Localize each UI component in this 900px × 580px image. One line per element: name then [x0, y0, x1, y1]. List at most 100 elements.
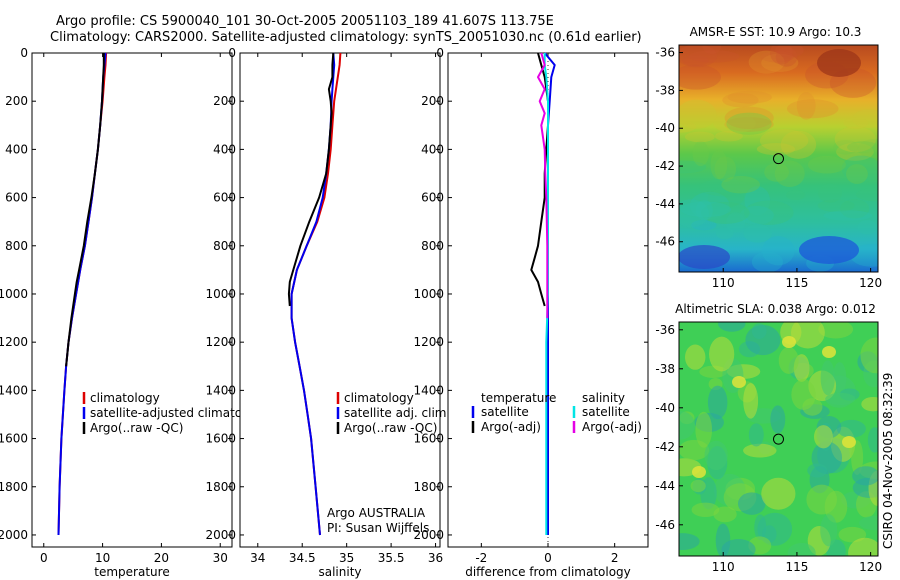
sst-patch [679, 120, 697, 133]
y-tick-label: 2000 [0, 528, 28, 542]
sst-patch [724, 106, 774, 130]
x-tick-label: 0 [40, 551, 48, 565]
sla-patch [707, 385, 728, 420]
sst-patch [833, 139, 859, 155]
sst-patch [744, 186, 771, 216]
timestamp-label: CSIRO 04-Nov-2005 08:32:39 [881, 372, 895, 549]
map-y-tick-label: -42 [655, 440, 675, 454]
map-x-tick-label: 115 [785, 276, 808, 290]
sst-patch [857, 138, 878, 159]
y-tick-label: 400 [5, 142, 28, 156]
temperature-profile-xlabel: temperature [94, 565, 169, 579]
legend-title-salinity: salinity [582, 391, 625, 405]
sla-patch [770, 405, 786, 434]
map-y-tick-label: -46 [655, 518, 675, 532]
legend-label: Argo(-adj) [481, 420, 541, 434]
sst-patch [744, 200, 794, 225]
sst-patch [847, 141, 878, 153]
sst-patch [684, 131, 715, 143]
sst-patch [679, 64, 721, 90]
credit-program: Argo AUSTRALIA [327, 506, 426, 520]
map-x-tick-label: 120 [859, 276, 882, 290]
sla-high-core [842, 436, 856, 448]
x-tick-label: 35 [339, 551, 354, 565]
sla-patch [761, 477, 796, 510]
sla-patch [838, 526, 867, 543]
sst-patch [699, 178, 750, 197]
sst-patch [762, 236, 795, 266]
sla-patch [825, 392, 856, 406]
argo-position-marker [773, 433, 784, 445]
map-x-tick-label: 110 [712, 276, 735, 290]
map-x-tick-label: 110 [712, 560, 735, 574]
sst-patch [817, 199, 855, 212]
sla-high-core [692, 466, 706, 478]
x-tick-label: 2 [611, 551, 619, 565]
sla-patch [718, 322, 746, 332]
y-tick-label: 600 [213, 191, 236, 205]
sst-patch [700, 201, 750, 224]
map-y-tick-label: -42 [655, 159, 675, 173]
x-tick-label: 36 [428, 551, 443, 565]
sla-patch [778, 347, 799, 374]
sst-patch [845, 164, 868, 184]
sla-patch [820, 514, 838, 547]
sst-patch [775, 47, 798, 67]
legend-label: climatology [90, 391, 160, 405]
figure-title-line-2: Climatology: CARS2000. Satellite-adjuste… [50, 30, 642, 45]
sla-map-title: Altimetric SLA: 0.038 Argo: 0.012 [675, 302, 876, 316]
sla-patch [820, 360, 835, 396]
temperature-profile-axes-frame [31, 52, 233, 548]
sst-patch [780, 130, 817, 159]
sla-patch [791, 379, 816, 410]
sla-patch [713, 506, 737, 523]
sst-patch [688, 50, 740, 63]
map-y-tick-label: -46 [655, 235, 675, 249]
x-tick-label: 10 [95, 551, 110, 565]
sla-high-core [782, 336, 796, 348]
sla-patch [867, 427, 878, 453]
figure-title-line-1: Argo profile: CS 5900040_101 30-Oct-2005… [56, 14, 554, 29]
sst-patch [796, 92, 816, 120]
sla-patch [679, 411, 696, 440]
y-tick-label: 1000 [413, 287, 444, 301]
x-tick-label: 34.5 [289, 551, 316, 565]
sst-patch [774, 160, 805, 188]
y-tick-label: 600 [421, 191, 444, 205]
sla-patch [691, 502, 720, 518]
map-y-tick-label: -38 [655, 83, 675, 97]
series-line-temperature-argo-adj- [530, 52, 549, 307]
x-tick-label: 20 [154, 551, 169, 565]
sst-patch [761, 53, 799, 72]
sla-patch [684, 344, 706, 370]
sst-patch [726, 112, 772, 135]
map-y-tick-label: -38 [655, 362, 675, 376]
argo-position-marker [773, 153, 784, 165]
sst-patch [691, 219, 717, 231]
map-panels: AMSR-E SST: 10.9 Argo: 10.3 -36 -38 -40 -42 -… [655, 25, 882, 574]
sst-patch [764, 162, 789, 182]
y-tick-label: 1600 [0, 432, 28, 446]
y-tick-label: 400 [213, 142, 236, 156]
y-tick-label: 1200 [413, 335, 444, 349]
sla-patch [690, 479, 706, 493]
y-tick-label: 600 [5, 191, 28, 205]
series-line-satellite-adj-clim- [290, 52, 336, 536]
sla-patch [861, 396, 878, 412]
sla-patch [737, 492, 766, 515]
sst-patch [807, 155, 846, 174]
difference-profile-panel: 0 200 400 600 800 1000 1200 1400 1600 1800 2000 -2 0… [413, 46, 649, 579]
sst-cold-core [799, 236, 859, 264]
y-tick-label: 1200 [205, 335, 236, 349]
sla-patch [679, 533, 700, 550]
sst-map-panel: AMSR-E SST: 10.9 Argo: 10.3 -36 -38 -40 -42 -… [655, 25, 882, 290]
sst-patch [786, 99, 839, 119]
y-tick-label: 1400 [205, 383, 236, 397]
sst-patch [855, 187, 878, 202]
y-tick-label: 800 [421, 239, 444, 253]
y-tick-label: 1200 [0, 335, 28, 349]
sst-patch [823, 210, 873, 221]
sst-patch [857, 220, 877, 235]
legend-label: satellite-adjusted climatology [90, 406, 268, 420]
